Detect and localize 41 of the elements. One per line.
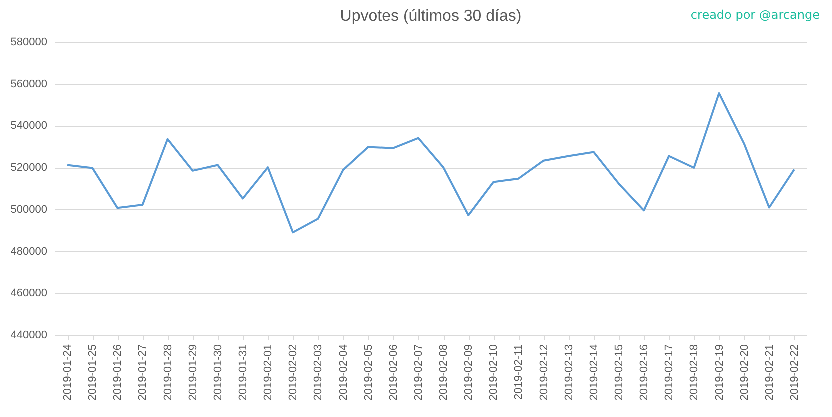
- x-tick-label: 2019-02-03: [312, 344, 325, 401]
- x-tick-label: 2019-02-12: [538, 344, 550, 401]
- x-tick-label: 2019-02-16: [638, 344, 651, 401]
- x-tick-label: 2019-01-30: [212, 344, 224, 401]
- x-tick-label: 2019-02-06: [388, 344, 400, 401]
- x-tick-label: 2019-02-13: [563, 344, 576, 401]
- x-tick-label: 2019-02-18: [688, 344, 701, 401]
- x-tick-label: 2019-02-17: [664, 344, 676, 401]
- line-series: [66, 92, 796, 234]
- y-tick-label: 440000: [10, 330, 48, 342]
- x-tick-label: 2019-01-25: [87, 344, 100, 401]
- chart-title: Upvotes (últimos 30 días): [340, 8, 522, 25]
- y-tick-label: 520000: [10, 162, 48, 174]
- x-tick-label: 2019-01-29: [187, 344, 200, 401]
- text: creado por @arcange: [690, 8, 820, 22]
- x-tick-label: 2019-01-28: [162, 344, 174, 401]
- x-tick-label: 2019-02-07: [412, 344, 425, 401]
- x-tick-label: 2019-02-11: [513, 344, 526, 400]
- y-tick-label: 500000: [10, 204, 48, 216]
- x-tick-label: 2019-02-04: [338, 344, 350, 401]
- x-tick-label: 2019-01-27: [137, 344, 150, 401]
- y-tick-label: 480000: [10, 246, 48, 258]
- x-tick-label: 2019-02-05: [362, 344, 375, 401]
- x-tick-label: 2019-02-02: [288, 344, 300, 401]
- x-tick-label: 2019-02-01: [262, 344, 275, 401]
- x-tick-label: 2019-02-19: [714, 344, 726, 401]
- x-tick-label: 2019-01-26: [112, 344, 124, 401]
- x-tick-label: 2019-02-20: [738, 344, 751, 401]
- x-tick-label: 2019-02-15: [614, 344, 626, 401]
- x-tick-label: 2019-02-14: [588, 344, 600, 401]
- x-tick-label: 2019-01-24: [62, 344, 74, 401]
- y-tick-label: 560000: [10, 78, 48, 90]
- y-tick-label: 460000: [10, 288, 48, 300]
- x-tick-label: 2019-02-22: [788, 344, 801, 401]
- y-tick-label: 580000: [10, 36, 48, 48]
- x-tick-label: 2019-02-21: [764, 344, 776, 401]
- y-tick-label: 540000: [10, 120, 48, 132]
- x-tick-label: 2019-02-08: [438, 344, 450, 401]
- x-tick-label: 2019-02-10: [488, 344, 500, 401]
- x-tick-label: 2019-02-09: [463, 344, 476, 401]
- x-tick-label: 2019-01-31: [238, 344, 250, 401]
